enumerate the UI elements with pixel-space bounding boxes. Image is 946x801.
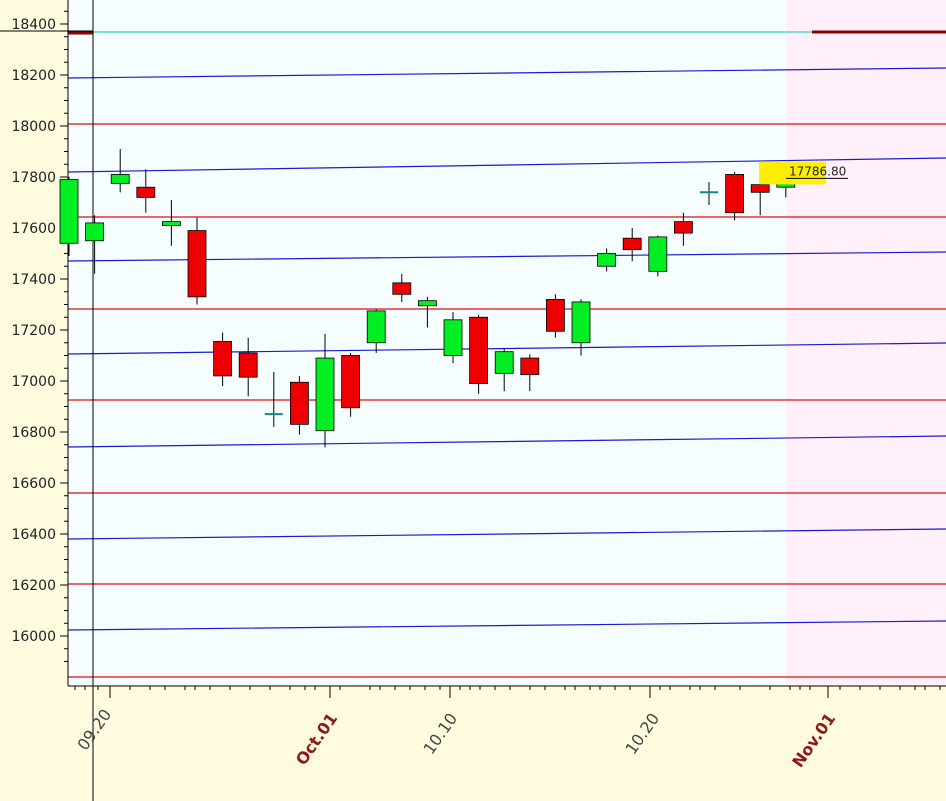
y-tick-label: 17600 (11, 221, 56, 237)
blue-level-line (67, 67, 946, 79)
candle (597, 248, 616, 272)
candle (366, 309, 386, 353)
y-tick-label: 16200 (11, 578, 56, 594)
candle-body-down (187, 230, 207, 298)
candle-body-down (238, 352, 258, 378)
blue-level-line (67, 157, 946, 173)
candle (315, 333, 335, 448)
candle-body-down (546, 298, 565, 332)
candle-body-up (417, 300, 437, 307)
candle-body-up (110, 174, 130, 184)
candle (161, 199, 181, 246)
candle-body-up (59, 179, 79, 244)
y-tick-label: 17800 (11, 170, 56, 186)
y-tick-label: 17000 (11, 374, 56, 390)
candle (341, 352, 361, 417)
candle-body-down (622, 237, 642, 251)
candle (85, 215, 104, 274)
candle-body-up (443, 319, 463, 356)
candle (213, 332, 233, 387)
candle (750, 179, 770, 216)
y-tick-label: 16000 (11, 629, 56, 645)
y-tick-label: 18200 (11, 68, 56, 84)
candle-body-down (469, 316, 489, 384)
candle-body-down (750, 184, 770, 193)
candle (238, 337, 258, 397)
candle (289, 375, 309, 435)
candle (417, 296, 437, 328)
candle (546, 294, 565, 338)
candle-body-up (494, 351, 514, 374)
candle-body-up (161, 221, 181, 226)
candle (59, 177, 79, 257)
candle (469, 314, 489, 394)
last-price-label: 17786.80 (789, 164, 846, 178)
candle (571, 299, 591, 356)
blue-level-line (67, 251, 946, 262)
y-tick-label: 16400 (11, 527, 56, 543)
candle (187, 217, 207, 305)
candle (443, 312, 463, 364)
candle (520, 354, 540, 392)
plot-area (68, 0, 946, 686)
y-tick-label: 18400 (11, 17, 56, 33)
y-axis-ticks: 16000 16200 16400 16600 16800 17000 17200 17400… (11, 10, 68, 662)
candle (622, 228, 642, 262)
y-tick-label: 16600 (11, 476, 56, 492)
candle-body-down (725, 174, 744, 214)
candle-body-down (213, 341, 233, 377)
plot-background (68, 0, 786, 686)
blue-level-line (67, 528, 946, 540)
candle (110, 148, 130, 193)
candle-body-up (85, 222, 104, 242)
candle-body-up (315, 357, 335, 432)
candle-body-up (571, 301, 591, 344)
candle (648, 235, 668, 277)
candle (136, 169, 156, 213)
candle-body-down (392, 282, 412, 295)
blue-level-line (67, 620, 946, 631)
candle (494, 349, 514, 392)
y-tick-label: 17200 (11, 323, 56, 339)
candlestick-series (59, 148, 796, 448)
candle (264, 372, 283, 427)
candle (674, 212, 693, 246)
candle-body-down (136, 186, 156, 198)
candle-body-up (597, 253, 616, 267)
blue-level-line (67, 435, 946, 448)
last-price-marker: 17786.80 (759, 161, 848, 185)
candle-body-down (674, 221, 693, 234)
candle (392, 273, 412, 302)
candle (700, 182, 718, 206)
candle-body-down (341, 355, 361, 409)
candle (725, 171, 744, 221)
candle-body-down (520, 357, 540, 376)
horizontal-level-lines (0, 30, 946, 678)
y-tick-label: 16800 (11, 425, 56, 441)
candle-body-down (289, 381, 309, 425)
y-tick-label: 18000 (11, 119, 56, 135)
candle-body-up (366, 310, 386, 344)
candle-body-up (648, 236, 668, 272)
y-tick-label: 17400 (11, 272, 56, 288)
